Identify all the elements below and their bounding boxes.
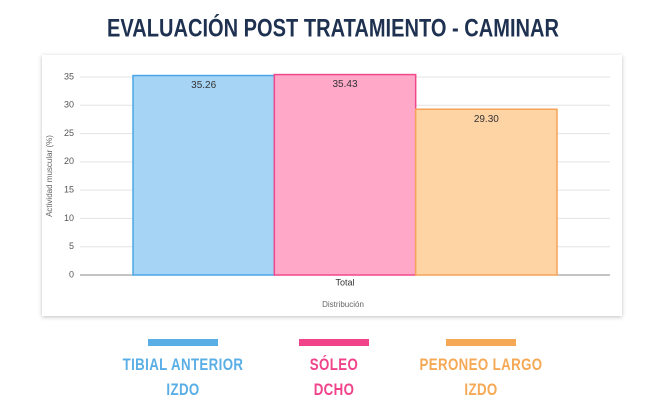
y-tick-label: 15: [64, 185, 74, 195]
x-axis-label: Distribución: [322, 300, 364, 309]
legend-label: TIBIAL ANTERIOR IZDO: [122, 355, 244, 399]
legend-item: SÓLEO DCHO: [244, 339, 424, 402]
bar: [414, 108, 558, 276]
legend-item: PERONEO LARGO IZDO: [391, 339, 571, 402]
legend-item: TIBIAL ANTERIOR IZDO: [93, 339, 273, 402]
bar: [132, 74, 276, 276]
y-tick-label: 0: [69, 269, 74, 279]
value-label: 29.30: [474, 114, 499, 125]
value-label: 35.26: [191, 80, 216, 91]
y-tick-label: 10: [64, 213, 74, 223]
y-axis-label: Actividad muscular (%): [45, 135, 54, 217]
y-tick-label: 30: [64, 100, 74, 110]
y-tick-label: 35: [64, 71, 74, 81]
chart-title: EVALUACIÓN POST TRATAMIENTO - CAMINAR: [107, 13, 559, 43]
y-tick-label: 20: [64, 156, 74, 166]
bar: [273, 73, 417, 276]
legend-swatch: [148, 339, 218, 346]
legend-label: SÓLEO DCHO: [309, 355, 359, 399]
y-tick-label: 25: [64, 128, 74, 138]
legend-label: PERONEO LARGO IZDO: [419, 355, 543, 399]
y-tick-label: 5: [69, 241, 74, 251]
legend-swatch: [446, 339, 516, 346]
legend-swatch: [299, 339, 369, 346]
value-label: 35.43: [332, 79, 357, 90]
x-tick-label: Total: [335, 277, 354, 287]
